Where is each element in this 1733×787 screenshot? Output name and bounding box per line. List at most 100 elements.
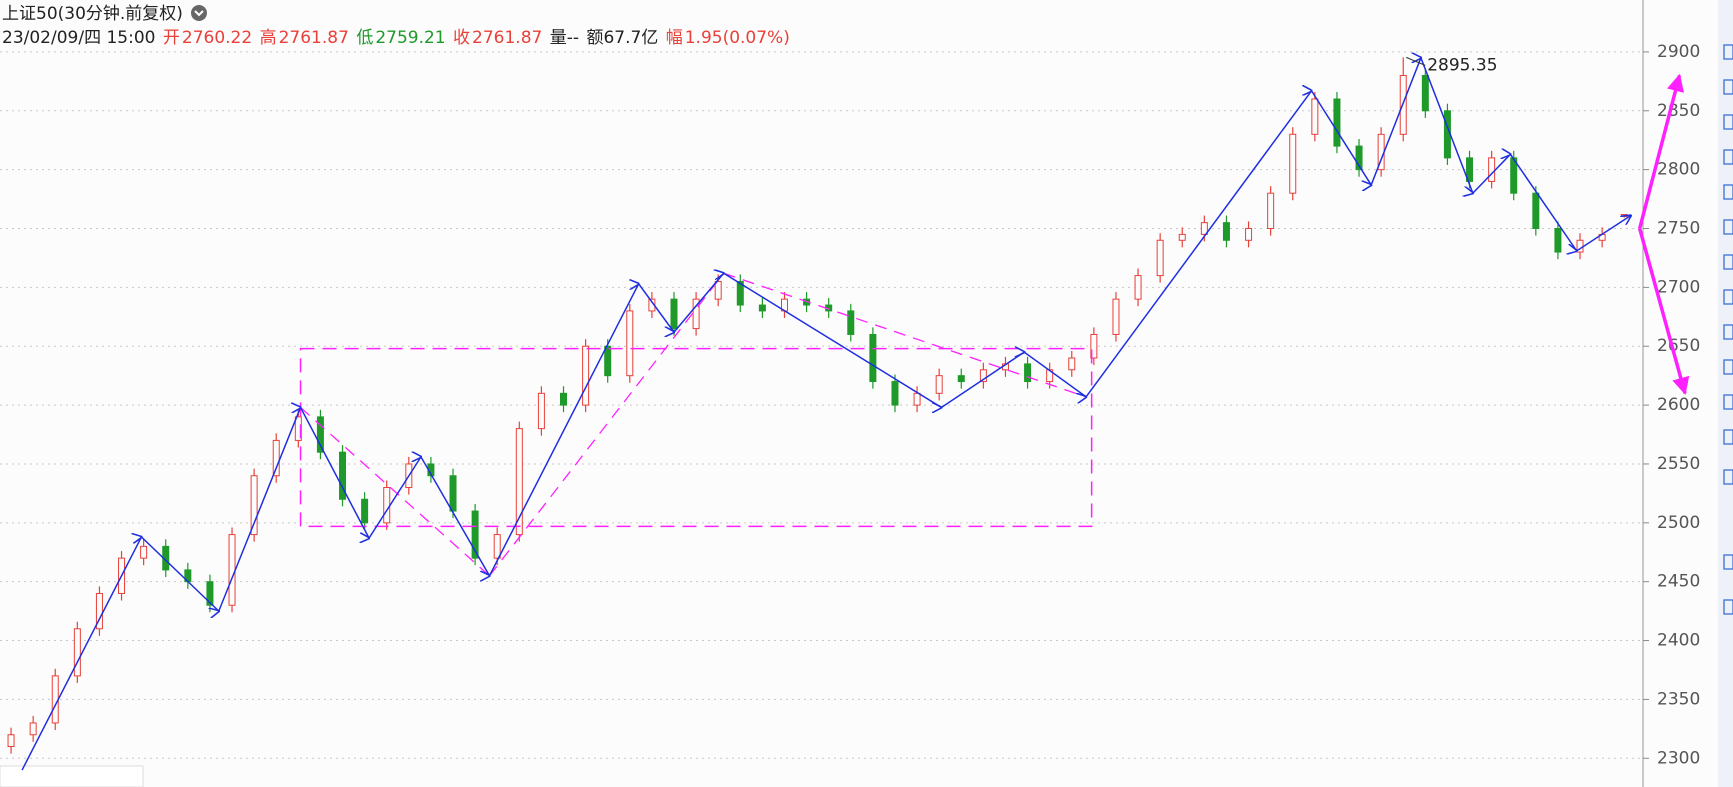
candle-body xyxy=(1134,275,1142,300)
candle-body xyxy=(1245,228,1253,241)
tool-icon[interactable] xyxy=(1723,219,1733,235)
tool-icon[interactable] xyxy=(1723,79,1733,95)
toolbar xyxy=(1718,0,1733,787)
candle-body xyxy=(758,304,766,312)
candle-body xyxy=(913,392,921,406)
projection-arrow xyxy=(1637,228,1690,396)
candle-body xyxy=(7,734,15,748)
y-tick-label: 2750 xyxy=(1657,219,1700,239)
tool-icon[interactable] xyxy=(1723,289,1733,305)
header: 上证50(30分钟.前复权) 23/02/09/四 15:00 开 2760.22… xyxy=(2,2,792,50)
candle-body xyxy=(1488,157,1496,182)
y-tick-label: 2300 xyxy=(1657,748,1700,768)
candle-body xyxy=(560,392,568,406)
trend-line xyxy=(488,272,725,577)
candle-body xyxy=(1620,214,1628,217)
candle-body xyxy=(1222,222,1230,241)
candle-body xyxy=(73,628,81,677)
candle-body xyxy=(1068,357,1076,371)
tool-icon[interactable] xyxy=(1723,394,1733,410)
low-label: 低 xyxy=(356,28,374,48)
candle-body xyxy=(250,475,258,536)
candle-body xyxy=(626,310,634,377)
candle-body xyxy=(869,333,877,383)
datetime: 23/02/09/四 15:00 xyxy=(2,28,156,48)
candle-body xyxy=(1156,239,1164,277)
y-tick-label: 2600 xyxy=(1657,395,1700,415)
projection-arrow xyxy=(1637,73,1684,229)
candle-body xyxy=(449,475,457,512)
candle-body xyxy=(1178,233,1186,241)
popup xyxy=(0,765,144,787)
candle-body xyxy=(95,592,103,630)
candle-body xyxy=(935,375,943,394)
candle-body xyxy=(1024,363,1032,383)
candle-body xyxy=(670,298,678,330)
y-tick-label: 2550 xyxy=(1657,454,1700,474)
high: 2761.87 xyxy=(278,28,349,48)
zigzag-line xyxy=(21,58,1631,771)
trend-line xyxy=(723,272,1087,398)
y-tick-label: 2450 xyxy=(1657,572,1700,592)
tool-icon[interactable] xyxy=(1723,554,1733,570)
change: 1.95(0.07%) xyxy=(684,28,790,48)
candle-body xyxy=(957,375,965,383)
candle-body xyxy=(1554,228,1562,253)
change-label: 幅 xyxy=(665,28,683,48)
close: 2761.87 xyxy=(472,28,543,48)
tool-icon[interactable] xyxy=(1723,429,1733,445)
candle-body xyxy=(493,534,501,559)
amount: 额67.7亿 xyxy=(586,28,659,48)
candle-body xyxy=(1532,192,1540,230)
dropdown[interactable] xyxy=(190,4,208,22)
candle-body xyxy=(582,345,590,406)
y-tick-label: 2700 xyxy=(1657,277,1700,297)
candle-body xyxy=(51,675,59,724)
title-row: 上证50(30分钟.前复权) xyxy=(2,2,792,26)
y-tick-label: 2850 xyxy=(1657,101,1700,121)
candle-body xyxy=(847,310,855,335)
candle-body xyxy=(1289,133,1297,194)
tool-icon[interactable] xyxy=(1723,359,1733,375)
info-row: 23/02/09/四 15:00 开 2760.22 高 2761.87 低 2759… xyxy=(2,26,792,50)
low: 2759.21 xyxy=(375,28,446,48)
candle-body xyxy=(891,381,899,406)
y-tick-label: 2650 xyxy=(1657,336,1700,356)
tool-icon[interactable] xyxy=(1723,469,1733,485)
candle-body xyxy=(1267,192,1275,230)
candle-body xyxy=(1112,298,1120,335)
y-tick-label: 2800 xyxy=(1657,160,1700,180)
candle-body xyxy=(361,498,369,524)
title: 上证50(30分钟.前复权) xyxy=(2,4,183,24)
candle-body xyxy=(29,722,37,736)
range-box xyxy=(299,347,1093,528)
candle-body xyxy=(1311,98,1319,135)
tool-icon[interactable] xyxy=(1723,324,1733,340)
trend-line xyxy=(300,406,490,577)
max-label: 2895.35 xyxy=(1427,55,1497,75)
candle-body xyxy=(140,545,148,559)
y-tick-label: 2350 xyxy=(1657,689,1700,709)
tool-icon[interactable] xyxy=(1723,599,1733,615)
close-label: 收 xyxy=(453,28,471,48)
max-pointer xyxy=(1406,56,1426,66)
high-label: 高 xyxy=(259,28,277,48)
candle-body xyxy=(1333,98,1341,147)
candle-body xyxy=(537,392,545,430)
candle-body xyxy=(1421,74,1429,112)
tool-icon[interactable] xyxy=(1723,184,1733,200)
candle-body xyxy=(228,534,236,606)
tool-icon[interactable] xyxy=(1723,149,1733,165)
candle-body xyxy=(604,345,612,377)
y-tick-label: 2900 xyxy=(1657,42,1700,62)
y-tick-label: 2500 xyxy=(1657,513,1700,533)
tool-icon[interactable] xyxy=(1723,114,1733,130)
tool-icon[interactable] xyxy=(1723,44,1733,60)
candle-body xyxy=(383,487,391,524)
open-label: 开 xyxy=(162,28,180,48)
candle-body xyxy=(272,439,280,477)
y-tick-label: 2400 xyxy=(1657,631,1700,651)
tool-icon[interactable] xyxy=(1723,254,1733,270)
